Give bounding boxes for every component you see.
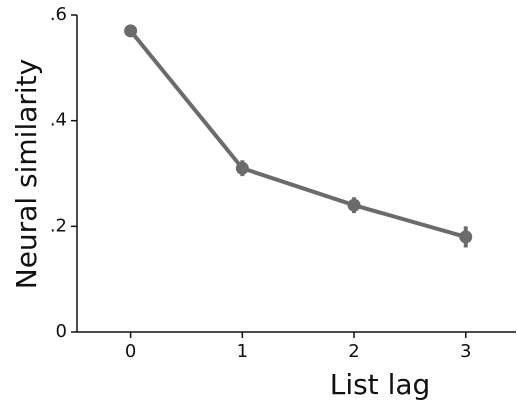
x-tick-label: 3 [460,341,471,362]
x-tick-label: 2 [348,341,359,362]
data-point [235,161,249,175]
data-point [347,198,361,212]
data-line [129,29,467,239]
y-tick-label: .6 [50,4,67,25]
y-tick-label: 0 [56,321,67,342]
y-tick-label: .4 [50,110,67,131]
x-axis-label: List lag [330,368,431,401]
y-axis-label: Neural similarity [10,59,43,289]
data-point [459,230,473,244]
x-tick-label: 0 [125,341,136,362]
y-tick-label: .2 [50,215,67,236]
x-tick-label: 1 [237,341,248,362]
data-point [124,24,138,38]
